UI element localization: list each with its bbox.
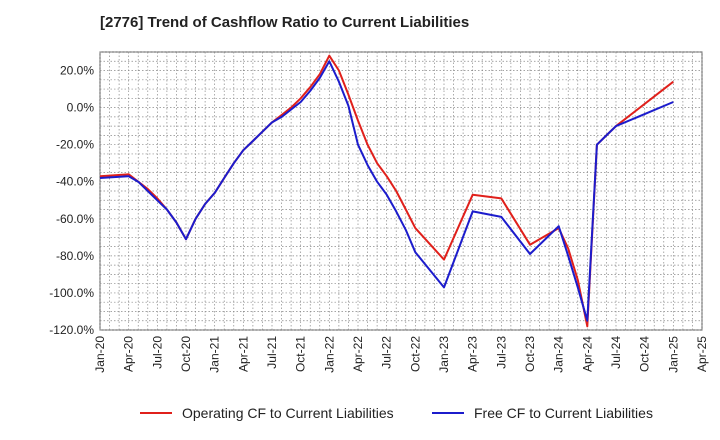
y-tick-label: -80.0% <box>56 249 94 263</box>
x-tick-label: Jan-20 <box>93 336 107 373</box>
x-tick-label: Jan-25 <box>666 336 680 373</box>
x-tick-label: Oct-20 <box>179 336 193 372</box>
grid-layer <box>99 51 703 331</box>
y-tick-label: 0.0% <box>67 101 95 115</box>
legend-swatch-free-cf <box>432 412 464 414</box>
x-tick-label: Oct-23 <box>523 336 537 372</box>
x-tick-label: Jul-21 <box>265 336 279 369</box>
x-tick-label: Jan-22 <box>322 336 336 373</box>
x-tick-label: Oct-21 <box>294 336 308 372</box>
x-tick-label: Apr-20 <box>122 336 136 372</box>
x-tick-label: Jul-23 <box>494 336 508 369</box>
x-tick-label: Jan-24 <box>552 336 566 373</box>
x-tick-label: Apr-24 <box>580 336 594 372</box>
x-tick-label: Jan-23 <box>437 336 451 373</box>
x-tick-label: Apr-21 <box>236 336 250 372</box>
y-tick-label: -20.0% <box>56 138 94 152</box>
series-line-free-cf <box>99 60 674 322</box>
y-tick-label: -60.0% <box>56 212 94 226</box>
x-tick-label: Jul-22 <box>380 336 394 369</box>
y-tick-label: 20.0% <box>60 64 94 78</box>
axis-layer: 20.0% 0.0% -20.0% -40.0% -60.0% -80.0% -100.0%… <box>49 64 709 373</box>
x-tick-label: Apr-22 <box>351 336 365 372</box>
x-tick-label: Oct-22 <box>408 336 422 372</box>
series-layer <box>99 54 674 328</box>
x-tick-label: Apr-25 <box>695 336 709 372</box>
x-tick-label: Jul-20 <box>150 336 164 369</box>
legend-item-operating-cf: Operating CF to Current Liabilities <box>140 405 394 421</box>
x-tick-label: Apr-23 <box>466 336 480 372</box>
y-tick-label: -100.0% <box>49 286 94 300</box>
x-tick-label: Oct-24 <box>638 336 652 372</box>
chart-title: [2776] Trend of Cashflow Ratio to Curren… <box>100 14 470 31</box>
legend: Operating CF to Current Liabilities Free… <box>0 405 720 425</box>
legend-label-free-cf: Free CF to Current Liabilities <box>474 405 653 421</box>
x-tick-label: Jan-21 <box>208 336 222 373</box>
legend-label-operating-cf: Operating CF to Current Liabilities <box>182 405 394 421</box>
legend-swatch-operating-cf <box>140 412 172 414</box>
y-tick-label: -40.0% <box>56 175 94 189</box>
y-tick-label: -120.0% <box>49 323 94 337</box>
x-tick-label: Jul-24 <box>609 336 623 369</box>
legend-item-free-cf: Free CF to Current Liabilities <box>432 405 653 421</box>
